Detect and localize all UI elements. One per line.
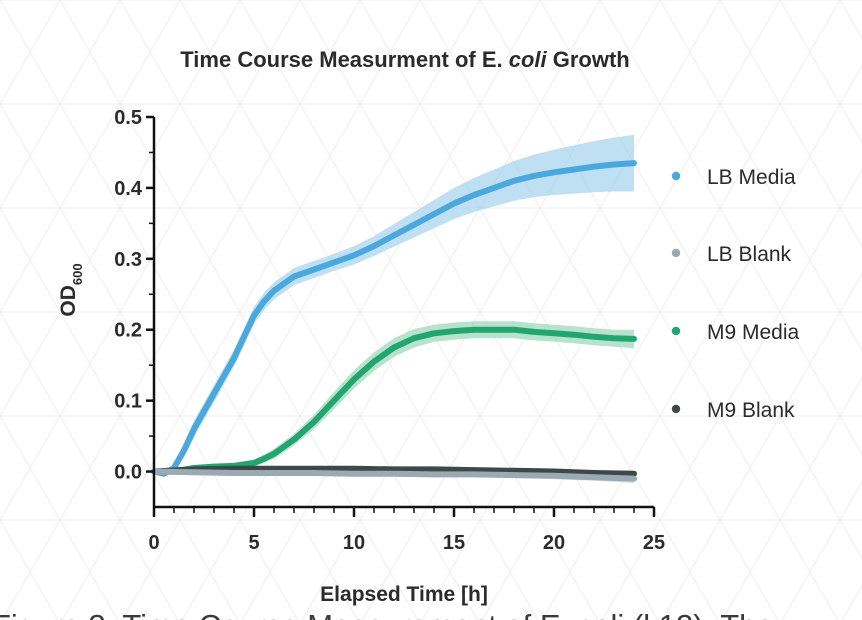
legend: LB Media LB Blank M9 Media M9 Blank <box>671 166 800 422</box>
legend-marker-lb-blank <box>671 248 681 258</box>
line-lb-blank <box>151 468 637 482</box>
legend-marker-m9-media <box>671 326 681 336</box>
y-tick-label: 0.4 <box>114 178 143 200</box>
line-lb-media <box>151 160 637 477</box>
x-tick-label: 15 <box>443 532 465 554</box>
x-tick-label: 10 <box>343 532 365 554</box>
legend-label-m9-media: M9 Media <box>707 321 800 344</box>
legend-label-lb-media: LB Media <box>707 166 796 189</box>
chart-title: Time Course Measurment of E. coli Growth <box>180 47 629 72</box>
legend-marker-lb-media <box>671 171 681 181</box>
y-tick-label: 0.1 <box>114 391 142 413</box>
y-tick-label: 0.0 <box>114 462 142 484</box>
figure-caption: Figure 3. Time Course Measurement of E. … <box>0 608 774 620</box>
series-lines <box>151 160 637 482</box>
x-tick-label: 20 <box>543 532 565 554</box>
x-axis-label: Elapsed Time [h] <box>320 583 488 606</box>
y-axis-label: OD600 <box>57 263 85 316</box>
x-tick-label: 5 <box>248 532 259 554</box>
line-m9-blank <box>151 465 637 477</box>
x-tick-label: 25 <box>643 532 665 554</box>
legend-marker-m9-blank <box>671 404 681 414</box>
y-tick-label: 0.2 <box>114 320 142 342</box>
x-tick-label: 0 <box>148 532 159 554</box>
x-tick-labels: 0 5 10 15 20 25 <box>148 507 665 554</box>
y-tick-label: 0.5 <box>114 107 142 129</box>
y-tick-labels: 0.0 0.1 0.2 0.3 0.4 0.5 <box>114 107 154 484</box>
y-tick-label: 0.3 <box>114 249 142 271</box>
line-m9-media <box>151 326 637 475</box>
legend-label-m9-blank: M9 Blank <box>707 399 795 422</box>
legend-label-lb-blank: LB Blank <box>707 243 792 266</box>
axes <box>152 117 654 509</box>
